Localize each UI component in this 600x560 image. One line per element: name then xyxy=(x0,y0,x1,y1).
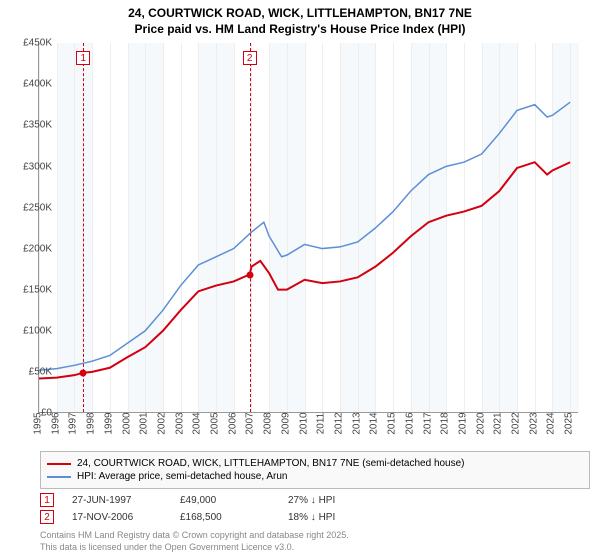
marker-date: 17-NOV-2006 xyxy=(72,512,162,523)
x-tick-label: 2002 xyxy=(156,413,167,435)
chart-title: 24, COURTWICK ROAD, WICK, LITTLEHAMPTON,… xyxy=(0,0,600,37)
title-line1: 24, COURTWICK ROAD, WICK, LITTLEHAMPTON,… xyxy=(128,6,472,20)
x-tick-label: 2004 xyxy=(192,413,203,435)
marker-date: 27-JUN-1997 xyxy=(72,495,162,506)
x-tick-label: 2012 xyxy=(333,413,344,435)
y-tick-label: £350K xyxy=(23,120,52,131)
marker-idx: 2 xyxy=(40,510,54,524)
marker-box: 1 xyxy=(76,51,90,65)
x-tick-label: 2025 xyxy=(564,413,575,435)
title-line2: Price paid vs. HM Land Registry's House … xyxy=(135,22,466,36)
marker-line xyxy=(250,43,251,412)
y-tick-label: £50K xyxy=(29,367,52,378)
x-tick-label: 2000 xyxy=(121,413,132,435)
marker-diff: 27% ↓ HPI xyxy=(288,495,378,506)
x-tick-label: 2022 xyxy=(511,413,522,435)
footer: Contains HM Land Registry data © Crown c… xyxy=(40,530,590,553)
chart: 12 1995199619971998199920002001200220032… xyxy=(38,43,598,443)
y-tick-label: £250K xyxy=(23,202,52,213)
x-tick-label: 2001 xyxy=(139,413,150,435)
x-tick-label: 2008 xyxy=(263,413,274,435)
x-tick-label: 2011 xyxy=(316,413,327,435)
x-tick-label: 1998 xyxy=(86,413,97,435)
marker-box: 2 xyxy=(243,51,257,65)
marker-row: 2 17-NOV-2006 £168,500 18% ↓ HPI xyxy=(40,510,590,524)
x-tick-label: 2005 xyxy=(210,413,221,435)
marker-idx: 1 xyxy=(40,493,54,507)
x-tick-label: 2006 xyxy=(227,413,238,435)
chart-lines xyxy=(39,43,579,413)
marker-line xyxy=(83,43,84,412)
y-tick-label: £150K xyxy=(23,284,52,295)
y-tick-label: £400K xyxy=(23,79,52,90)
x-tick-label: 2020 xyxy=(475,413,486,435)
x-tick-label: 2010 xyxy=(298,413,309,435)
legend-label-hpi: HPI: Average price, semi-detached house,… xyxy=(77,471,288,482)
sale-dot xyxy=(80,369,87,376)
x-tick-label: 1999 xyxy=(103,413,114,435)
x-tick-label: 2003 xyxy=(174,413,185,435)
footer-line1: Contains HM Land Registry data © Crown c… xyxy=(40,530,349,540)
x-tick-label: 1997 xyxy=(68,413,79,435)
marker-diff: 18% ↓ HPI xyxy=(288,512,378,523)
series-hpi xyxy=(39,102,570,370)
legend-swatch-hpi xyxy=(47,476,71,478)
marker-price: £168,500 xyxy=(180,512,270,523)
markers-table: 1 27-JUN-1997 £49,000 27% ↓ HPI 2 17-NOV-2006… xyxy=(40,493,590,524)
x-tick-label: 2016 xyxy=(404,413,415,435)
x-tick-label: 2023 xyxy=(528,413,539,435)
y-tick-label: £100K xyxy=(23,325,52,336)
x-tick-label: 2014 xyxy=(369,413,380,435)
y-tick-label: £300K xyxy=(23,161,52,172)
x-tick-label: 2018 xyxy=(440,413,451,435)
x-tick-label: 2021 xyxy=(493,413,504,435)
series-property xyxy=(39,162,570,378)
x-tick-label: 2015 xyxy=(387,413,398,435)
x-tick-label: 2017 xyxy=(422,413,433,435)
sale-dot xyxy=(246,271,253,278)
legend-label-property: 24, COURTWICK ROAD, WICK, LITTLEHAMPTON,… xyxy=(77,458,465,469)
footer-line2: This data is licensed under the Open Gov… xyxy=(40,542,294,552)
legend-row-hpi: HPI: Average price, semi-detached house,… xyxy=(47,471,583,482)
x-tick-label: 2019 xyxy=(457,413,468,435)
plot-area: 12 xyxy=(38,43,578,413)
x-tick-label: 2007 xyxy=(245,413,256,435)
x-tick-label: 2009 xyxy=(280,413,291,435)
legend-swatch-property xyxy=(47,463,71,465)
x-tick-label: 2024 xyxy=(546,413,557,435)
marker-price: £49,000 xyxy=(180,495,270,506)
legend: 24, COURTWICK ROAD, WICK, LITTLEHAMPTON,… xyxy=(40,451,590,489)
y-tick-label: £450K xyxy=(23,38,52,49)
y-tick-label: £200K xyxy=(23,243,52,254)
x-tick-label: 2013 xyxy=(351,413,362,435)
legend-row-property: 24, COURTWICK ROAD, WICK, LITTLEHAMPTON,… xyxy=(47,458,583,469)
marker-row: 1 27-JUN-1997 £49,000 27% ↓ HPI xyxy=(40,493,590,507)
y-tick-label: £0 xyxy=(41,408,52,419)
